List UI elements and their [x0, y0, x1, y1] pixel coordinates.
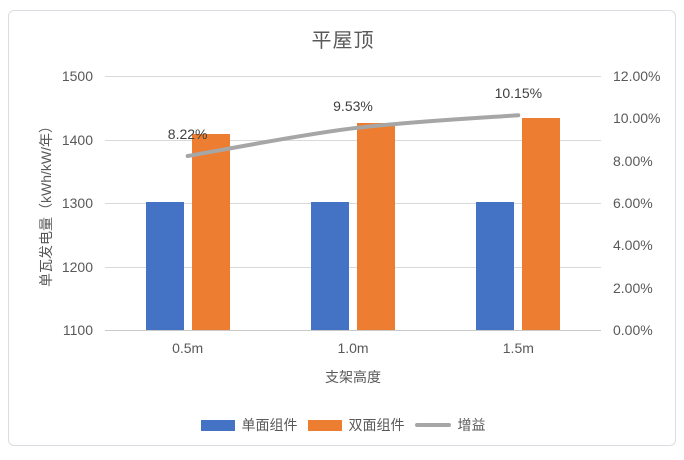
- legend-label-gain: 增益: [457, 417, 486, 433]
- gridline: [105, 266, 601, 268]
- y-axis-tick-label: 1100: [62, 322, 93, 338]
- bar-double-sided-module-1.5m: [522, 117, 561, 330]
- legend-swatch-single-sided: [200, 419, 235, 431]
- x-axis-title: 支架高度: [325, 369, 381, 385]
- legend-item-double-sided: 双面组件: [307, 415, 405, 435]
- gain-data-label: 9.53%: [333, 98, 373, 115]
- bar-double-sided-module-1.0m: [357, 122, 395, 330]
- legend-item-gain: 增益: [414, 415, 486, 435]
- secondary-y-axis-tick-label: 8.00%: [613, 152, 653, 169]
- legend-swatch-double-sided: [307, 419, 342, 431]
- x-axis-tick-label: 1.0m: [337, 340, 369, 356]
- gain-data-label: 8.22%: [167, 126, 208, 142]
- secondary-y-axis-tick-label: 12.00%: [613, 68, 661, 84]
- y-axis-tick-label: 1500: [61, 68, 93, 84]
- bar-double-sided-module-0.5m: [191, 133, 230, 330]
- y-axis-title: 单瓦发电量（kWh/kW/年）: [38, 119, 54, 287]
- gridline: [105, 76, 601, 77]
- bar-single-sided-module-1.5m: [476, 201, 515, 330]
- legend-label-single-sided: 单面组件: [241, 417, 298, 433]
- secondary-y-axis-tick-label: 10.00%: [613, 110, 661, 127]
- secondary-y-axis-tick-label: 0.00%: [613, 322, 653, 338]
- y-axis-tick-label: 1200: [61, 258, 93, 275]
- chart-card: 平屋顶 1500 1400 1300 1200 1100 12.00% 10.00% 8.00…: [8, 10, 676, 446]
- chart-title: 平屋顶: [311, 30, 375, 52]
- gridline: [105, 203, 601, 204]
- secondary-y-axis-tick-label: 4.00%: [613, 237, 653, 254]
- y-axis-tick-label: 1300: [61, 195, 93, 211]
- x-axis-tick-label: 0.5m: [172, 340, 204, 356]
- gain-line-path: [185, 113, 521, 159]
- legend-item-single-sided: 单面组件: [200, 415, 298, 435]
- x-axis-tick-label: 1.5m: [502, 340, 534, 356]
- bar-single-sided-module-0.5m: [145, 201, 184, 330]
- y-axis-tick-label: 1400: [61, 131, 93, 148]
- legend-line-swatch-gain: [414, 423, 451, 427]
- secondary-y-axis-tick-label: 2.00%: [613, 279, 653, 296]
- legend: 单面组件 双面组件 增益: [9, 415, 677, 435]
- gain-data-label: 10.15%: [494, 85, 543, 102]
- bar-single-sided-module-1.0m: [311, 201, 349, 330]
- secondary-y-axis-tick-label: 6.00%: [613, 195, 653, 211]
- x-axis-line: [105, 330, 601, 331]
- legend-label-double-sided: 双面组件: [348, 417, 405, 433]
